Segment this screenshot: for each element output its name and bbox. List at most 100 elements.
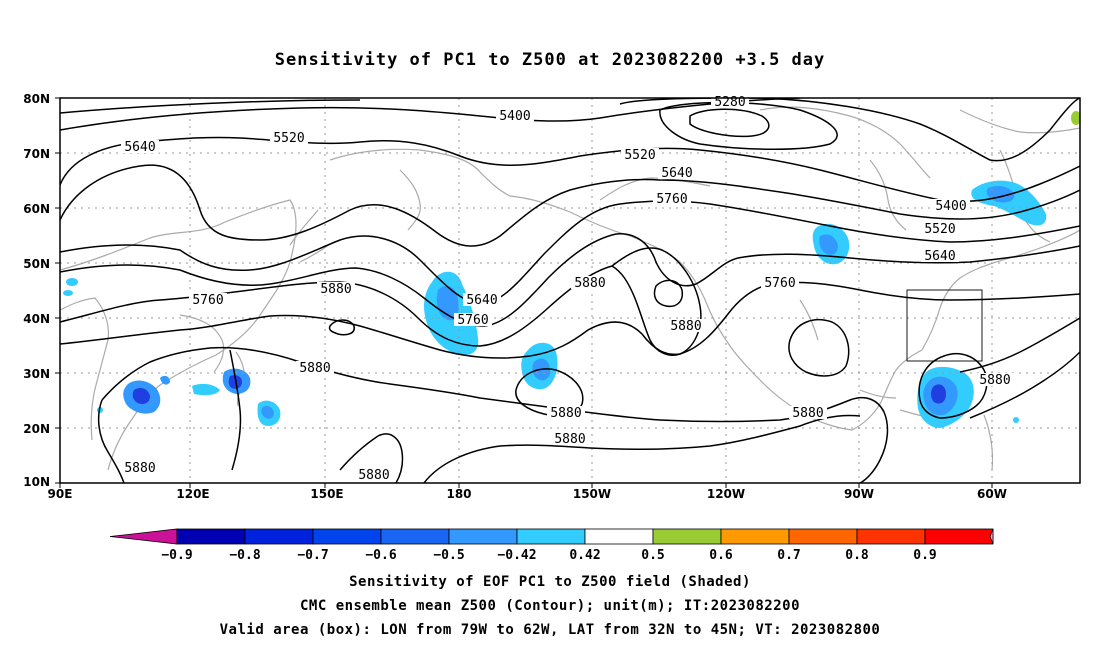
contour-label-bg — [789, 406, 827, 419]
lon-label: 150E — [310, 487, 343, 501]
contour-label: 5880 — [574, 276, 605, 291]
contour-label-bg — [121, 461, 159, 474]
colorbar-label: 0.9 — [913, 548, 936, 563]
chart-title: Sensitivity of PC1 to Z500 at 2023082200… — [274, 50, 826, 70]
contour-label: 5520 — [273, 131, 304, 146]
colorbar-segment — [856, 528, 926, 545]
contour-label-bg — [658, 166, 696, 179]
contour-label: 5640 — [661, 166, 692, 181]
colorbar-label: −0.7 — [297, 548, 328, 563]
lat-label: 70N — [23, 147, 50, 161]
contour-label: 5760 — [457, 313, 488, 328]
contour-label-bg — [551, 432, 589, 445]
lat-label: 80N — [23, 92, 50, 106]
contour-label: 5880 — [320, 282, 351, 297]
contour-label: 5640 — [924, 249, 955, 264]
contour-label-bg — [621, 148, 659, 161]
contour-label: 5640 — [124, 140, 155, 155]
colorbar-low-end — [109, 528, 178, 545]
lon-label: 90E — [48, 487, 73, 501]
colorbar-segment — [720, 528, 790, 545]
colorbar-segment — [924, 528, 994, 545]
colorbar-label: −0.8 — [229, 548, 260, 563]
plot-area — [60, 98, 1080, 483]
lon-label: 150W — [573, 487, 611, 501]
lon-label: 60W — [977, 487, 1007, 501]
contour-label-bg — [976, 373, 1014, 386]
contour-label: 5400 — [499, 109, 530, 124]
colorbar-label: 0.8 — [845, 548, 869, 563]
contour-label: 5880 — [554, 432, 585, 447]
contour-label: 5760 — [656, 192, 687, 207]
contour-label-bg — [121, 140, 159, 153]
contour-label-bg — [296, 361, 334, 374]
caption-line-3: Valid area (box): LON from 79W to 62W, L… — [219, 622, 881, 638]
colorbar-label: −0.9 — [161, 548, 192, 563]
plot-frame — [59, 97, 1081, 484]
colorbar-label: 0.7 — [777, 548, 800, 563]
colorbar-label: −0.6 — [365, 548, 396, 563]
lon-label: 120W — [707, 487, 745, 501]
lat-label: 40N — [23, 312, 50, 326]
contour-label-bg — [921, 222, 959, 235]
colorbar: −0.9 −0.8 −0.7 −0.6 −0.5 −0.42 0.42 0.5 0.6 0.7 0.… — [109, 528, 994, 563]
contour-label-bg — [653, 192, 691, 205]
lat-label: 20N — [23, 422, 50, 436]
contour-label-bg — [496, 109, 534, 122]
contour-label-bg — [454, 313, 492, 326]
contour-label-bg — [547, 406, 585, 419]
contour-label: 5880 — [979, 373, 1010, 388]
contour-label-bg — [317, 282, 355, 295]
lat-label: 10N — [23, 475, 50, 489]
lat-label: 60N — [23, 202, 50, 216]
colorbar-segment — [312, 528, 382, 545]
contour-label-bg — [355, 468, 393, 481]
colorbar-segment — [448, 528, 518, 545]
colorbar-segment — [516, 528, 586, 545]
contour-label: 5760 — [764, 276, 795, 291]
contour-label-bg — [463, 293, 501, 306]
valid-area-box — [906, 289, 983, 362]
contour-label: 5880 — [550, 406, 581, 421]
contour-label-bg — [761, 276, 799, 289]
grid-lines — [60, 98, 1080, 483]
latitude-axis: 80N 70N 60N 50N 40N 30N 20N 10N — [23, 92, 60, 489]
contour-label: 5760 — [192, 293, 223, 308]
colorbar-segment — [380, 528, 450, 545]
lat-label: 50N — [23, 257, 50, 271]
lon-label: 120E — [176, 487, 209, 501]
lat-label: 30N — [23, 367, 50, 381]
colorbar-label: 0.6 — [709, 548, 733, 563]
sensitivity-shading — [63, 111, 1080, 428]
contour-label-bg — [921, 249, 959, 262]
colorbar-segment — [176, 528, 246, 545]
contour-label-bg — [667, 319, 705, 332]
lon-label: 180 — [446, 487, 471, 501]
colorbar-label: −0.42 — [497, 548, 536, 563]
colorbar-high-end — [989, 528, 994, 545]
contour-label-bg — [571, 276, 609, 289]
contour-label: 5880 — [124, 461, 155, 476]
contour-label: 5640 — [466, 293, 497, 308]
contour-label: 5880 — [670, 319, 701, 334]
colorbar-segment — [788, 528, 858, 545]
longitude-axis: 90E 120E 150E 180 150W 120W 90W 60W — [48, 483, 1007, 501]
colorbar-segment — [584, 528, 654, 545]
contour-label: 5880 — [358, 468, 389, 483]
contour-label: 5880 — [792, 406, 823, 421]
contour-label: 5400 — [935, 199, 966, 214]
colorbar-label: 0.42 — [569, 548, 600, 563]
contour-label-bg — [932, 199, 970, 212]
contour-label: 5520 — [624, 148, 655, 163]
caption-line-2: CMC ensemble mean Z500 (Contour); unit(m… — [299, 598, 800, 614]
contour-label-bg — [270, 131, 308, 144]
colorbar-label: −0.5 — [433, 548, 464, 563]
colorbar-label: 0.5 — [641, 548, 664, 563]
contour-label: 5520 — [924, 222, 955, 237]
lon-label: 90W — [844, 487, 874, 501]
caption-line-1: Sensitivity of EOF PC1 to Z500 field (Sh… — [349, 574, 751, 590]
colorbar-segment — [244, 528, 314, 545]
contour-label: 5880 — [299, 361, 330, 376]
